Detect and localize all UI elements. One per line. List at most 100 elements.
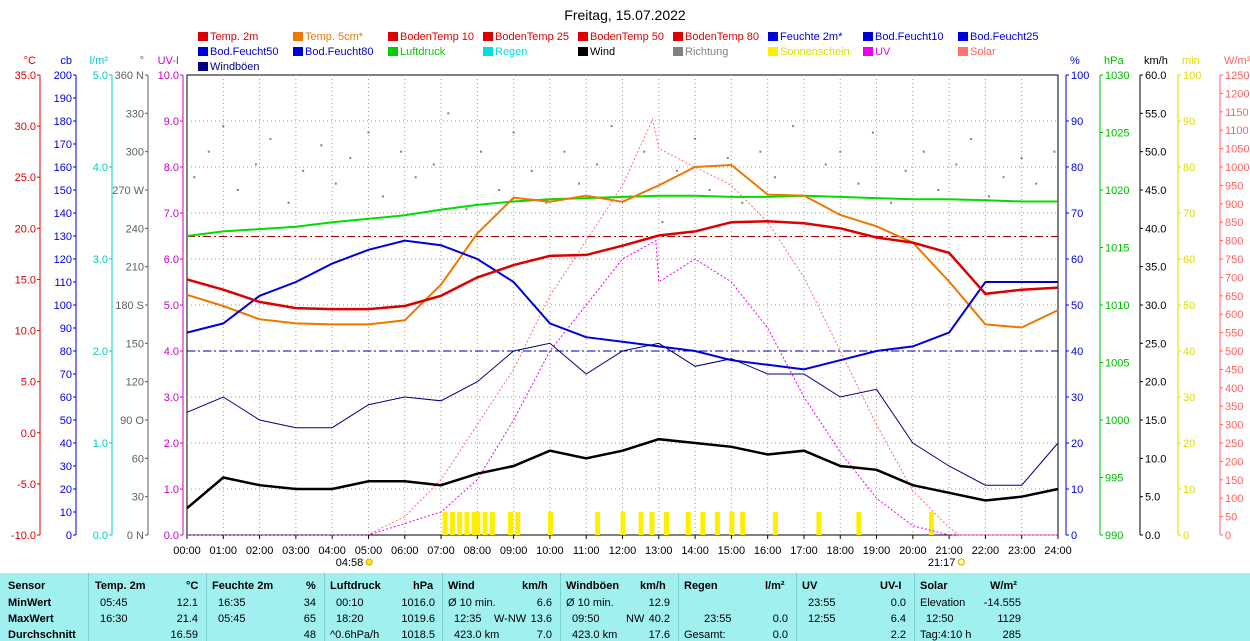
legend-label: Temp. 2m: [210, 31, 258, 43]
wind-direction-point: [890, 201, 893, 204]
legend-label: BodenTemp 80: [685, 31, 759, 43]
rain-header: Regen: [684, 580, 718, 592]
wind-direction-point: [479, 150, 482, 153]
axis-tick-label: 1.0: [164, 484, 179, 496]
axis-tick-label: 1250: [1225, 70, 1249, 82]
axis-tick-label: 1000: [1225, 162, 1249, 174]
axis-tick-label: 1050: [1225, 144, 1249, 156]
legend-label: Temp. 5cm*: [305, 31, 364, 43]
uv-min: 0.0: [890, 597, 906, 609]
sunshine-bar: [856, 512, 862, 535]
axis-tick-label: 80: [1183, 162, 1195, 174]
axis-tick-label: 300: [1225, 420, 1243, 432]
solar-max: 1129: [997, 613, 1021, 625]
rain-unit: l/m²: [765, 580, 785, 592]
series-line-uv: [187, 239, 1058, 536]
axis-tick-label: 0: [66, 530, 72, 542]
statistics-panel: Sensor MinWert MaxWert Durchschnitt Temp…: [0, 573, 1250, 641]
x-tick-label: 20:00: [899, 545, 927, 557]
wind-direction-point: [236, 189, 239, 191]
axis-tick-label: 0 N: [127, 530, 144, 542]
wind-direction-point: [1020, 157, 1023, 160]
axis-tick-label: 4.0: [93, 162, 108, 174]
legend-label: Regen: [495, 46, 527, 58]
x-tick-label: 23:00: [1008, 545, 1036, 557]
gust-max-dir: NW: [626, 613, 645, 625]
axis-tick-label: 990: [1105, 530, 1123, 542]
axis-tick-label: 50.0: [1145, 147, 1166, 159]
sunshine-bar: [515, 512, 521, 535]
axis-tick-label: 120: [54, 254, 72, 266]
axis-tick-label: 650: [1225, 291, 1243, 303]
axis-tick-label: 1150: [1225, 107, 1249, 119]
sunshine-bar: [507, 512, 513, 535]
axis-tick-label: 0.0: [164, 530, 179, 542]
axis-tick-label: 60: [1183, 254, 1195, 266]
sunshine-bar: [457, 512, 463, 535]
axis-tick-label: 450: [1225, 364, 1243, 376]
wind-min-label: Ø 10 min.: [448, 597, 496, 609]
axis-tick-label: 9.0: [164, 116, 179, 128]
legend-swatch: [958, 47, 968, 56]
legend-swatch: [198, 32, 208, 41]
sunshine-bar: [547, 512, 553, 535]
x-tick-label: 21:00: [935, 545, 963, 557]
wind-direction-point: [577, 182, 580, 185]
legend: Temp. 2m Temp. 5cm* BodenTemp 10 BodenTemp …: [198, 31, 1039, 73]
wind-max: 13.6: [530, 613, 552, 625]
axis-tick-label: 200: [1225, 456, 1243, 468]
solar-unit: W/m²: [990, 580, 1017, 592]
sunshine-bar: [595, 512, 601, 535]
axis-tick-label: 0.0: [93, 530, 108, 542]
solar-elevation-label: Elevation: [920, 597, 966, 609]
axis-tick-label: 200: [54, 70, 72, 82]
legend-swatch: [483, 32, 493, 41]
uv-min-time: 23:55: [808, 597, 836, 609]
wind-direction-point: [320, 144, 323, 147]
legend-label: Bod.Feucht25: [970, 31, 1039, 43]
x-tick-label: 12:00: [609, 545, 637, 557]
gust-unit: km/h: [640, 580, 666, 592]
wind-direction-point: [367, 131, 370, 134]
sunshine-bar: [816, 512, 822, 535]
legend-label: Luftdruck: [400, 46, 446, 58]
divider: [324, 573, 325, 641]
legend-swatch: [293, 32, 303, 41]
axis-tick-label: 100: [1183, 70, 1201, 82]
sunrise-label: 04:58: [336, 557, 364, 569]
hum-unit: %: [306, 580, 316, 592]
axis-tick-label: 90: [60, 323, 72, 335]
axis-tick-label: 3.0: [164, 392, 179, 404]
axis-tick-label: 100: [1071, 70, 1089, 82]
divider: [678, 573, 679, 641]
axis-unit-label: %: [1070, 55, 1080, 67]
axis-tick-label: 60: [1071, 254, 1083, 266]
axis-tick-label: -5.0: [17, 479, 36, 491]
x-tick-label: 07:00: [427, 545, 455, 557]
press-min-time: 00:10: [336, 597, 364, 609]
stats-row-max: MaxWert: [8, 613, 54, 625]
axis-tick-label: 700: [1225, 272, 1243, 284]
x-tick-label: 17:00: [790, 545, 818, 557]
x-tick-label: 06:00: [391, 545, 419, 557]
weather-chart: Freitag, 15.07.2022 Temp. 2m Temp. 5cm* Bo…: [10, 7, 1250, 569]
stats-header-sensor: Sensor: [8, 580, 46, 592]
axis-tick-label: 60: [132, 453, 144, 465]
sunshine-bar: [442, 512, 448, 535]
legend-swatch: [673, 32, 683, 41]
axis-tick-label: 1005: [1105, 358, 1129, 370]
legend-swatch: [673, 47, 683, 56]
axis-tick-label: 995: [1105, 473, 1123, 485]
wind-direction-point: [447, 112, 450, 115]
axis-unit-label: °C: [24, 55, 36, 67]
legend-swatch: [768, 32, 778, 41]
axis-unit-label: km/h: [1144, 55, 1168, 67]
wind-direction-point: [1035, 182, 1038, 185]
axis-unit-label: min: [1182, 55, 1200, 67]
legend-swatch: [578, 47, 588, 56]
sunshine-bar: [620, 512, 626, 535]
axis-tick-label: 240: [126, 223, 144, 235]
series-line-temp-2m: [186, 219, 1059, 311]
temp-header: Temp. 2m: [95, 580, 146, 592]
legend-label: BodenTemp 10: [400, 31, 474, 43]
